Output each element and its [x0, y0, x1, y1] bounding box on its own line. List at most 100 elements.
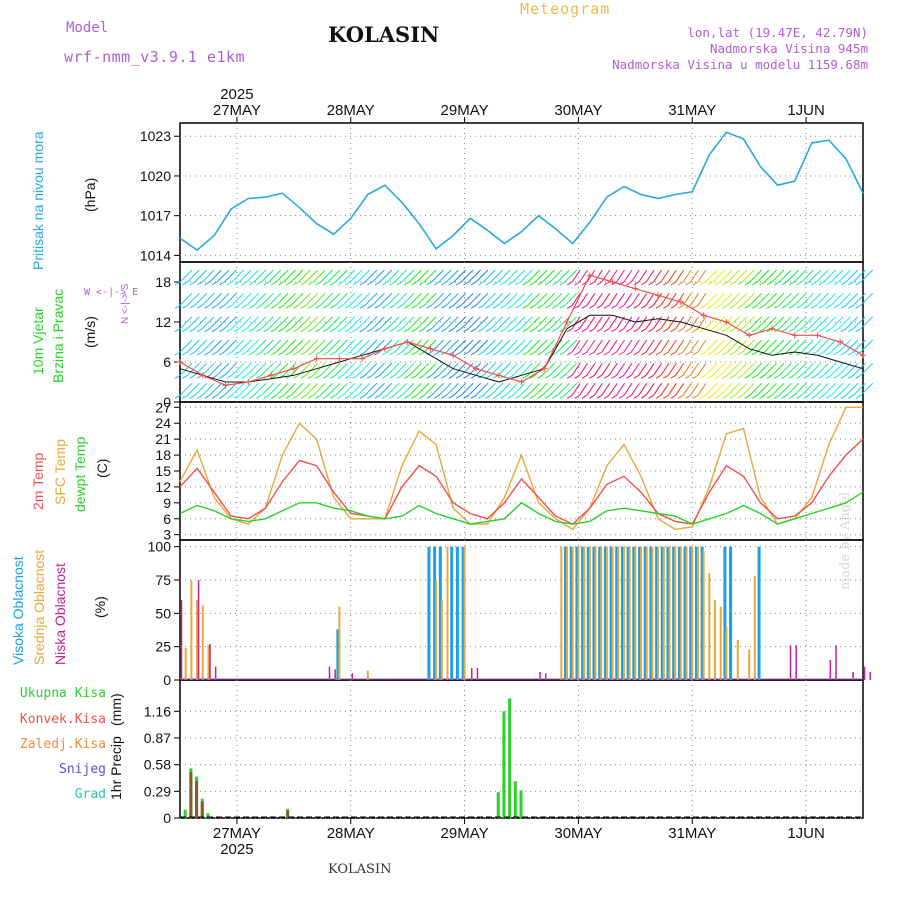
wind-barb: [364, 362, 378, 376]
wind-barb: [409, 316, 422, 330]
wind-barb: [616, 269, 625, 283]
wind-barb: [685, 281, 691, 286]
wind-barb: [727, 269, 740, 283]
wind-barb: [764, 382, 777, 396]
wind-barb: [855, 351, 861, 356]
wind-barb: [520, 339, 533, 353]
wind-barb: [663, 374, 669, 379]
wind-barb: [675, 293, 685, 306]
high-cloud-bar: [700, 546, 704, 680]
wind-barb: [663, 328, 669, 333]
wind-barb: [231, 292, 245, 306]
wind-barb: [537, 328, 543, 333]
wind-barb: [729, 304, 736, 309]
wind-barb: [285, 351, 292, 356]
wind-barb: [320, 362, 333, 376]
wind-barb: [261, 339, 274, 353]
day-label-bottom: 27MAY: [213, 825, 261, 842]
wind-barb: [411, 281, 418, 286]
wind-barb: [845, 269, 859, 283]
wind-barb: [196, 281, 203, 286]
wind-barb: [552, 281, 558, 286]
wind-barb: [601, 383, 611, 396]
wind-barb: [522, 328, 529, 333]
wind-barb: [438, 362, 452, 376]
wind-barb: [389, 328, 395, 333]
wind-barb: [256, 328, 262, 333]
wind-barb: [344, 351, 351, 356]
wind-barb: [638, 363, 648, 376]
wind-barb: [463, 374, 469, 379]
wind-barb: [196, 394, 203, 399]
wind-barb: [246, 339, 259, 353]
wind-barb: [801, 269, 814, 283]
wind-barb: [655, 394, 662, 399]
wind-barb: [300, 281, 307, 286]
wind-barb: [270, 281, 277, 286]
wind-barb: [349, 339, 363, 353]
wind-barb: [529, 281, 536, 286]
wind-barb: [692, 351, 699, 356]
wind-barb: [648, 374, 654, 379]
wind-barb: [626, 304, 632, 309]
wind-barb: [367, 374, 373, 379]
wind-barb: [238, 269, 252, 283]
wind-barb: [182, 374, 188, 379]
wind-barb: [275, 269, 289, 283]
wind-barb: [712, 362, 726, 376]
wind-barb: [275, 316, 289, 330]
wind-barb: [330, 304, 336, 309]
wind-barb: [246, 292, 259, 306]
wind-barb: [744, 281, 750, 286]
wind-barb: [638, 269, 648, 283]
wind-barb: [663, 394, 669, 399]
wind-barb: [433, 281, 440, 286]
wind-barb: [448, 328, 455, 333]
wind-barb: [616, 339, 625, 353]
wind-barb: [823, 382, 837, 396]
wind-barb: [616, 363, 625, 376]
wind-barb: [335, 362, 348, 376]
wind-barb: [401, 339, 415, 353]
wind-barb: [505, 269, 518, 283]
wind-barb: [660, 316, 670, 329]
wind-barb: [838, 362, 851, 376]
high-cloud-bar: [592, 546, 596, 680]
wind-barb: [611, 351, 617, 356]
wind-barb: [781, 304, 787, 309]
mid-cloud-bar: [662, 546, 665, 680]
wind-barb: [270, 351, 277, 356]
wind-barb: [248, 394, 255, 399]
wind-barb: [261, 269, 274, 283]
location-coords: lon,lat (19.47E, 42.79N): [687, 25, 868, 40]
wind-barb: [623, 339, 633, 353]
wind-barb: [241, 394, 247, 399]
wind-barb: [749, 269, 763, 283]
wind-barb: [305, 316, 319, 330]
wind-barb: [344, 304, 351, 309]
wind-barb: [455, 281, 462, 286]
wind-barb: [418, 394, 425, 399]
wind-barb: [389, 304, 395, 309]
wind-barb: [248, 281, 255, 286]
wind-barb: [542, 269, 555, 283]
wind-barb: [808, 269, 822, 283]
low-cloud-bar: [863, 666, 866, 680]
wind-barb: [623, 316, 633, 329]
mid-cloud-bar: [446, 546, 449, 680]
mid-cloud-bar: [617, 546, 620, 680]
wind-barb: [492, 281, 499, 286]
wind-barb: [507, 281, 514, 286]
wind-barb: [418, 374, 425, 379]
wind-barb: [219, 328, 225, 333]
wind-barb: [389, 281, 395, 286]
wind-barb: [611, 304, 617, 309]
wind-barb: [771, 362, 785, 376]
wind-barb: [690, 339, 699, 353]
wind-barb: [714, 281, 721, 286]
wind-barb: [714, 328, 721, 333]
wind-barb: [811, 281, 817, 286]
wind-barb: [460, 292, 474, 306]
wind-barb: [226, 351, 233, 356]
wind-barb: [483, 269, 496, 283]
